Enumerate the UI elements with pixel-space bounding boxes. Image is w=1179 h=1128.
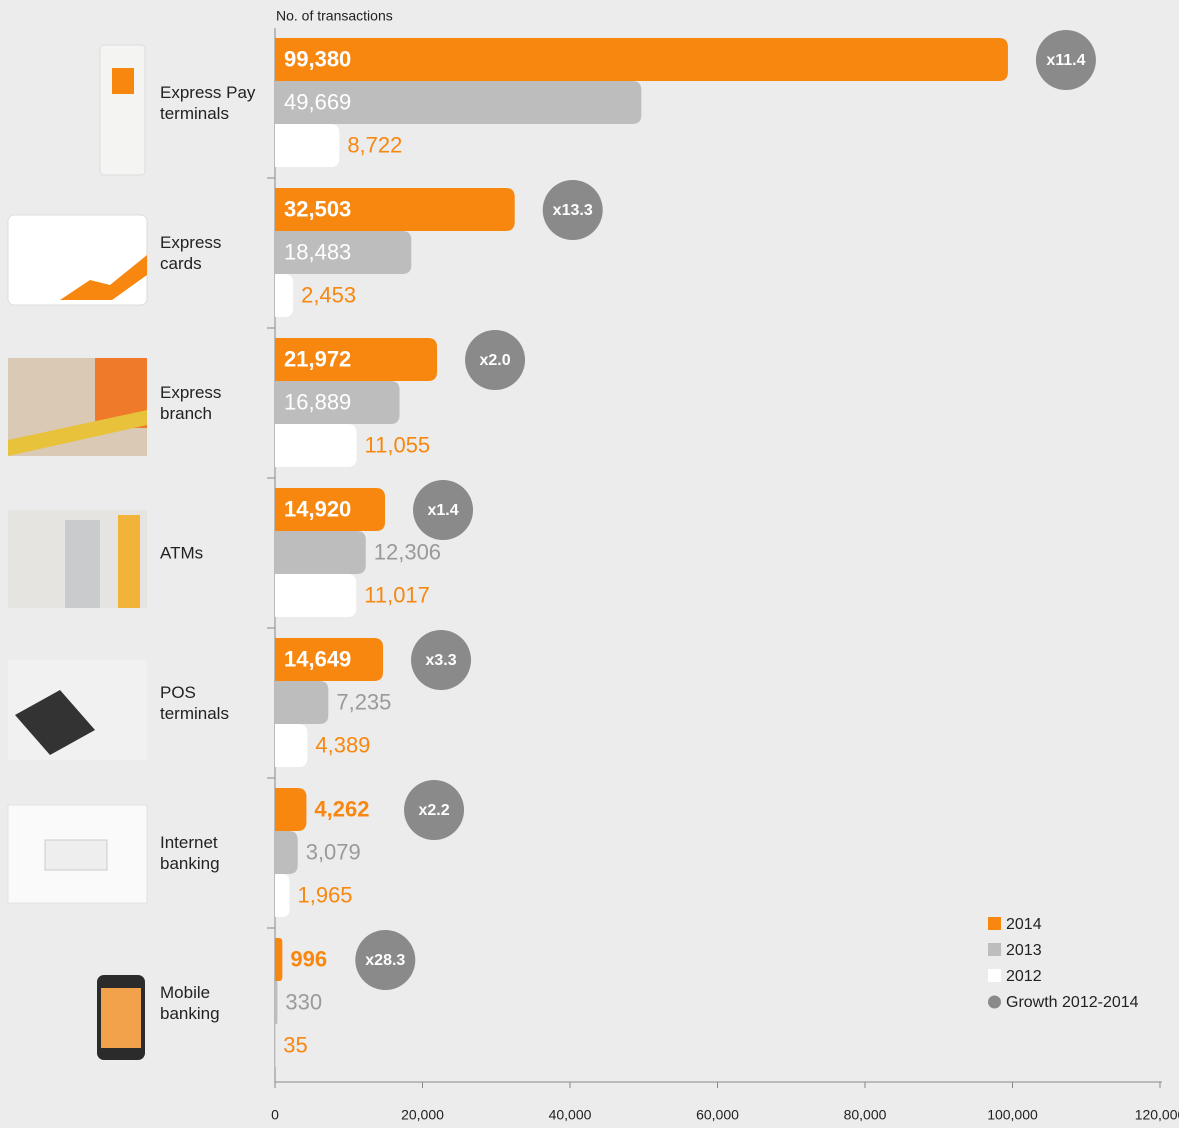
kiosk-image <box>99 44 146 176</box>
legend-swatch <box>988 969 1001 982</box>
growth-circle <box>413 480 474 540</box>
category-label: Express cards <box>160 233 222 273</box>
bar <box>275 381 400 424</box>
atm-machine <box>65 520 100 608</box>
growth-circle <box>411 630 472 690</box>
value-label: 49,669 <box>284 89 351 114</box>
x-tick-label: 20,000 <box>401 1107 444 1123</box>
legend-swatch <box>988 917 1001 930</box>
bar <box>275 981 278 1024</box>
bar <box>275 724 308 767</box>
category-label: Express branch <box>160 383 222 423</box>
legend-label: 2012 <box>1006 968 1042 985</box>
value-label: 8,722 <box>347 132 402 157</box>
value-label: 1,965 <box>297 882 352 907</box>
growth-label: x2.2 <box>418 802 449 819</box>
value-label: 14,920 <box>284 496 351 521</box>
bar <box>275 231 412 274</box>
growth-circle <box>1035 30 1096 90</box>
legend-label: 2014 <box>1006 916 1042 933</box>
value-label: 996 <box>290 946 327 971</box>
category-label: POS terminals <box>160 683 229 723</box>
legend-label: 2013 <box>1006 942 1042 959</box>
legend-swatch <box>988 943 1001 956</box>
card-stripe <box>60 255 147 300</box>
growth-circle <box>465 330 526 390</box>
bar <box>275 831 298 874</box>
bar <box>275 574 357 617</box>
bar <box>275 531 366 574</box>
bar <box>275 124 340 167</box>
bar <box>275 188 515 231</box>
x-tick-label: 100,000 <box>987 1107 1038 1123</box>
bar <box>275 38 1008 81</box>
value-label: 330 <box>285 989 322 1014</box>
value-label: 16,889 <box>284 389 351 414</box>
category-label: Internet banking <box>160 833 220 873</box>
x-tick-label: 40,000 <box>549 1107 592 1123</box>
atm-wall <box>118 515 140 608</box>
bar <box>275 938 283 981</box>
branch-floor <box>8 410 147 456</box>
value-label: 99,380 <box>284 46 351 71</box>
growth-label: x28.3 <box>365 952 405 969</box>
legend-label: Growth 2012-2014 <box>1006 994 1139 1011</box>
bar <box>275 788 307 831</box>
category-label: ATMs <box>160 543 204 563</box>
value-label: 7,235 <box>336 689 391 714</box>
x-tick-label: 80,000 <box>844 1107 887 1123</box>
growth-circle <box>404 780 465 840</box>
value-label: 2,453 <box>301 282 356 307</box>
kiosk-screen <box>112 68 134 94</box>
channel-images <box>7 44 148 1060</box>
bar <box>275 81 642 124</box>
x-tick-label: 0 <box>271 1107 279 1123</box>
bar <box>275 274 294 317</box>
bar <box>275 681 329 724</box>
value-label: 11,055 <box>365 432 431 457</box>
value-label: 11,017 <box>364 582 430 607</box>
category-label: Express Pay terminals <box>160 83 256 123</box>
axis-title: No. of transactions <box>276 8 393 24</box>
legend-swatch <box>988 995 1001 1009</box>
value-label: 12,306 <box>374 539 441 564</box>
growth-circle <box>542 180 603 240</box>
value-label: 21,972 <box>284 346 351 371</box>
bar <box>275 488 386 531</box>
value-label: 4,262 <box>314 796 369 821</box>
bar <box>275 638 384 681</box>
growth-circle <box>355 930 416 990</box>
value-label: 35 <box>283 1032 307 1057</box>
growth-label: x2.0 <box>479 352 510 369</box>
bar <box>275 338 438 381</box>
value-label: 3,079 <box>306 839 361 864</box>
bar <box>275 874 290 917</box>
value-label: 4,389 <box>315 732 370 757</box>
growth-label: x1.4 <box>427 502 458 519</box>
pos-terminal <box>15 690 95 755</box>
phone-screen <box>101 988 141 1048</box>
x-tick-label: 120,000 <box>1135 1107 1179 1123</box>
value-label: 18,483 <box>284 239 351 264</box>
value-label: 32,503 <box>284 196 351 221</box>
x-tick-label: 60,000 <box>696 1107 739 1123</box>
web-form <box>44 839 108 871</box>
growth-label: x13.3 <box>553 202 593 219</box>
category-label: Mobile banking <box>160 983 220 1023</box>
bar <box>275 424 357 467</box>
growth-label: x11.4 <box>1046 52 1085 69</box>
growth-label: x3.3 <box>425 652 456 669</box>
value-label: 14,649 <box>284 646 351 671</box>
